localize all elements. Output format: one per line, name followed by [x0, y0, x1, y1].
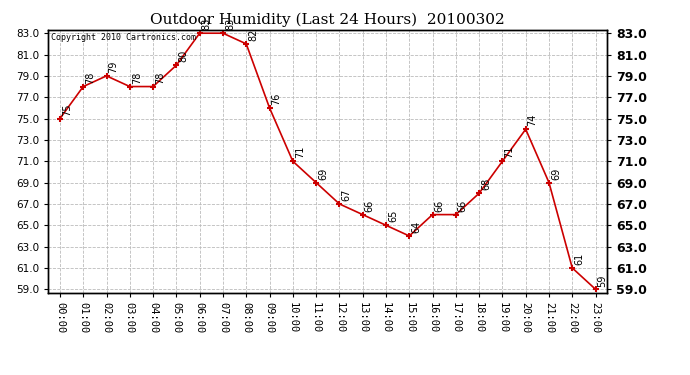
Text: 76: 76 [271, 93, 282, 105]
Text: 80: 80 [178, 50, 188, 62]
Text: 71: 71 [295, 146, 305, 159]
Text: 83: 83 [201, 18, 212, 30]
Text: 83: 83 [225, 18, 235, 30]
Text: 78: 78 [132, 71, 141, 84]
Text: 82: 82 [248, 29, 258, 41]
Text: 69: 69 [318, 168, 328, 180]
Text: 61: 61 [574, 253, 584, 265]
Text: 65: 65 [388, 210, 398, 222]
Text: 66: 66 [435, 200, 444, 212]
Text: 71: 71 [504, 146, 514, 159]
Text: 75: 75 [62, 103, 72, 116]
Text: 79: 79 [108, 61, 119, 73]
Title: Outdoor Humidity (Last 24 Hours)  20100302: Outdoor Humidity (Last 24 Hours) 2010030… [150, 13, 505, 27]
Text: 67: 67 [342, 189, 351, 201]
Text: 78: 78 [85, 71, 95, 84]
Text: 66: 66 [457, 200, 468, 212]
Text: 68: 68 [481, 178, 491, 190]
Text: 74: 74 [528, 114, 538, 126]
Text: 69: 69 [551, 168, 561, 180]
Text: 64: 64 [411, 221, 421, 233]
Text: Copyright 2010 Cartronics.com: Copyright 2010 Cartronics.com [51, 33, 196, 42]
Text: 59: 59 [598, 274, 607, 286]
Text: 66: 66 [364, 200, 375, 212]
Text: 78: 78 [155, 71, 165, 84]
